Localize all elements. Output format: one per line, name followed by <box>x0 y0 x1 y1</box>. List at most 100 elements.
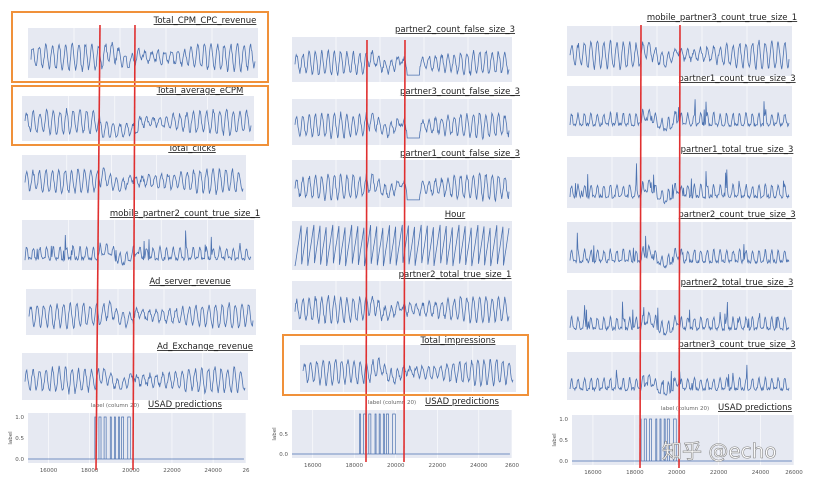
label-chart-title: USAD predictions <box>148 400 222 410</box>
x-tick-label: 16000 <box>40 468 58 474</box>
plot-area <box>292 99 512 145</box>
label-chart-title: USAD predictions <box>718 403 792 413</box>
y-axis-label: label <box>272 427 278 441</box>
plot-area <box>28 413 246 463</box>
y-axis-label: label <box>552 433 558 447</box>
series-line <box>294 48 510 76</box>
predicted-anomaly-bar <box>127 416 131 459</box>
y-tick-label: 0.5 <box>15 436 24 442</box>
series-line <box>24 108 252 139</box>
panel-title: Ad_Exchange_revenue <box>157 342 253 352</box>
panel-title: partner2_total_true_size_1 <box>399 270 512 280</box>
label-chart-subtitle: label (column 20) <box>661 406 709 412</box>
panel-partner2-total-true-size-1: partner2_total_true_size_1 <box>292 270 512 330</box>
predicted-anomaly-bar <box>368 413 372 454</box>
plot-area <box>28 28 258 78</box>
predicted-anomaly-bar <box>663 418 666 461</box>
panel-partner1-count-false-size-3: partner1_count_false_size_3 <box>292 149 520 207</box>
label-chart-title: USAD predictions <box>425 397 499 407</box>
series-line <box>294 224 510 267</box>
predicted-anomaly-bar <box>649 418 652 461</box>
x-tick-label: 16000 <box>584 470 602 476</box>
x-tick-label: 16000 <box>304 463 322 469</box>
panel-total-average-ecpm: Total_average_eCPM <box>22 86 254 141</box>
panel-title: Total_average_eCPM <box>156 86 244 96</box>
x-tick-label: 24000 <box>470 463 488 469</box>
panel-title: partner3_count_false_size_3 <box>400 87 520 97</box>
series-line <box>24 365 246 395</box>
predicted-anomaly-bar <box>121 416 124 459</box>
panel-title: partner2_count_true_size_3 <box>678 210 795 220</box>
panel-title: Total_clicks <box>167 144 216 154</box>
x-tick-label: 26 <box>243 468 250 474</box>
plot-area <box>26 289 256 335</box>
highlight-box <box>282 334 529 396</box>
y-tick-label: 0.0 <box>15 457 24 463</box>
series-line <box>30 41 256 73</box>
predicted-anomaly-bar <box>666 418 670 461</box>
panel-mobile-partner3-count-true-size-1: mobile_partner3_count_true_size_1 <box>567 13 797 76</box>
highlight-box <box>11 85 269 146</box>
watermark: 知乎 @echo <box>662 439 777 463</box>
highlight-box <box>11 11 269 83</box>
y-axis-label: label <box>8 431 14 445</box>
predicted-anomaly-bar <box>359 413 361 454</box>
y-tick-label: 0.5 <box>279 432 288 438</box>
predicted-anomaly-bar <box>643 418 647 461</box>
panel-partner3-count-false-size-3: partner3_count_false_size_3 <box>292 87 520 145</box>
x-tick-label: 22000 <box>710 470 728 476</box>
predicted-anomaly-bar <box>655 418 658 461</box>
predicted-anomaly-bar <box>109 416 112 459</box>
x-tick-label: 2600 <box>505 463 519 469</box>
panel-title: partner1_total_true_size_3 <box>681 145 794 155</box>
plot-area <box>22 96 254 141</box>
panel-title: partner2_count_false_size_3 <box>395 25 515 35</box>
plot-area <box>292 160 512 207</box>
panel-mobile-partner2-count-true-size-1: mobile_partner2_count_true_size_1 <box>22 209 260 270</box>
x-tick-label: 18000 <box>626 470 644 476</box>
predicted-anomaly-bar <box>103 416 107 459</box>
plot-area <box>292 281 512 330</box>
y-tick-label: 1.0 <box>559 417 568 423</box>
predicted-anomaly-bar <box>98 416 102 459</box>
series-line <box>28 299 254 330</box>
column-2: partner2_count_false_size_3 partner3_coun… <box>272 25 520 469</box>
panel-title: partner1_count_true_size_3 <box>678 74 795 84</box>
plot-area <box>572 415 794 465</box>
predicted-anomaly-bar <box>382 413 385 454</box>
label-chart-subtitle: label (column 20) <box>91 403 139 409</box>
plot-area <box>292 37 512 82</box>
anomaly-window-end-line <box>678 24 681 469</box>
series-line <box>294 172 510 203</box>
x-tick-label: 20000 <box>122 468 140 474</box>
panel-partner3-count-true-size-3: partner3_count_true_size_3 <box>567 340 796 400</box>
panel-title: Ad_server_revenue <box>149 277 230 287</box>
predicted-anomaly-bar <box>374 413 377 454</box>
x-tick-label: 18000 <box>346 463 364 469</box>
plot-area <box>300 345 516 392</box>
panel-title: partner2_total_true_size_3 <box>681 278 794 288</box>
panel-partner2-count-false-size-3: partner2_count_false_size_3 <box>292 25 515 82</box>
predicted-anomaly-bar <box>659 418 662 461</box>
panel-title: Total_impressions <box>420 336 496 346</box>
x-tick-label: 20000 <box>668 470 686 476</box>
panel-hour: Hour <box>292 210 512 270</box>
x-tick-label: 18000 <box>81 468 99 474</box>
usad-label-chart: 16000 18000 20000 22000 24000 26 1.0 0.5 0.0 labe… <box>8 400 250 474</box>
panel-partner2-count-true-size-3: partner2_count_true_size_3 <box>567 210 796 273</box>
anomaly-window-start-line <box>639 24 642 469</box>
predicted-anomaly-bar <box>114 416 116 459</box>
predicted-anomaly-bar <box>118 416 120 459</box>
panel-title: partner3_count_true_size_3 <box>678 340 795 350</box>
plot-area <box>292 410 512 458</box>
y-tick-label: 0.0 <box>559 459 568 465</box>
series-line <box>302 357 514 388</box>
x-tick-label: 22000 <box>429 463 447 469</box>
anomaly-window-start-line <box>95 24 101 471</box>
x-tick-label: 26000 <box>785 470 803 476</box>
x-tick-label: 24000 <box>752 470 770 476</box>
series-line <box>294 294 510 325</box>
panel-title: partner1_count_false_size_3 <box>400 149 520 159</box>
x-tick-label: 24000 <box>204 468 222 474</box>
